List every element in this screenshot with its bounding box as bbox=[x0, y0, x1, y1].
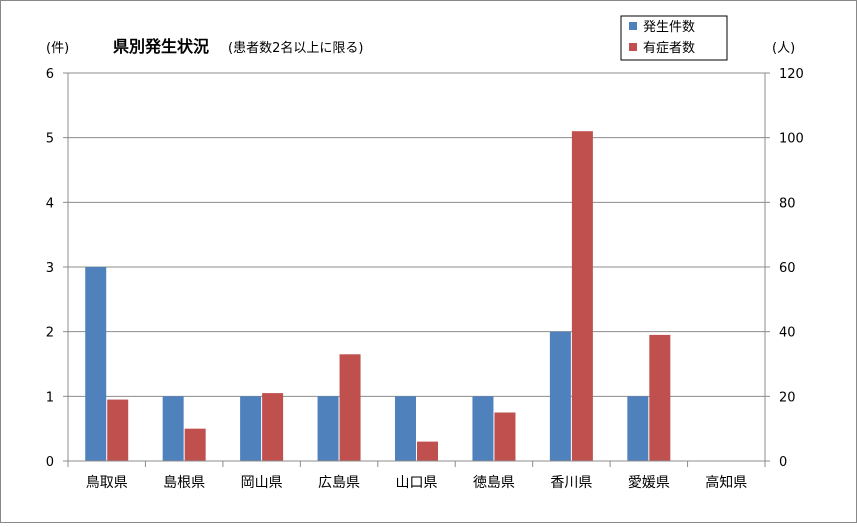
left-tick-label: 0 bbox=[46, 455, 54, 470]
bar-cases bbox=[85, 267, 107, 461]
chart-title: 県別発生状況 bbox=[113, 37, 209, 56]
legend-label-1: 有症者数 bbox=[643, 41, 695, 56]
x-tick-label: 鳥取県 bbox=[86, 475, 128, 491]
right-tick-label: 20 bbox=[779, 390, 796, 405]
x-tick-label: 島根県 bbox=[163, 475, 205, 491]
bars bbox=[85, 131, 671, 461]
right-axis-unit-label: (人) bbox=[772, 41, 795, 56]
bar-patients bbox=[107, 399, 129, 461]
bar-patients bbox=[262, 393, 284, 461]
bar-cases bbox=[395, 396, 416, 461]
x-tick-label: 香川県 bbox=[550, 475, 592, 491]
legend-box bbox=[620, 15, 728, 61]
bar-cases bbox=[549, 331, 571, 461]
chart-subtitle: (患者数2名以上に限る) bbox=[228, 40, 363, 56]
legend-swatch-0 bbox=[629, 22, 637, 30]
left-tick-label: 4 bbox=[46, 196, 54, 211]
x-tick-label: 山口県 bbox=[396, 475, 438, 491]
x-tick-label: 愛媛県 bbox=[628, 475, 670, 491]
left-tick-label: 2 bbox=[46, 326, 54, 341]
left-tick-label: 1 bbox=[46, 390, 54, 405]
right-tick-label: 40 bbox=[779, 326, 796, 341]
bar-patients bbox=[184, 428, 206, 461]
legend-label-0: 発生件数 bbox=[643, 20, 695, 35]
gridlines bbox=[68, 72, 765, 397]
bar-cases bbox=[240, 396, 262, 461]
bar-patients bbox=[417, 441, 438, 461]
bar-patients bbox=[571, 131, 593, 461]
legend-swatch-1 bbox=[629, 43, 637, 51]
bar-cases bbox=[472, 396, 494, 461]
left-tick-label: 6 bbox=[46, 67, 54, 82]
left-tick-label: 5 bbox=[46, 132, 54, 147]
x-tick-label: 岡山県 bbox=[241, 475, 283, 491]
legend: 発生件数 有症者数 bbox=[620, 15, 728, 61]
x-tick-label: 広島県 bbox=[318, 475, 360, 491]
right-tick-label: 80 bbox=[779, 196, 796, 211]
bar-cases bbox=[627, 396, 649, 461]
bar-patients bbox=[339, 354, 361, 461]
left-axis-unit-label: (件) bbox=[46, 41, 69, 56]
bar-cases bbox=[317, 396, 339, 461]
bar-patients bbox=[649, 334, 671, 461]
left-tick-label: 3 bbox=[46, 261, 54, 276]
x-tick-label: 徳島県 bbox=[473, 475, 515, 491]
axes bbox=[63, 72, 770, 467]
x-tick-label: 高知県 bbox=[705, 474, 747, 491]
right-tick-label: 60 bbox=[779, 261, 796, 276]
bar-cases bbox=[162, 396, 184, 461]
right-tick-label: 100 bbox=[779, 132, 804, 147]
right-tick-label: 0 bbox=[779, 455, 787, 470]
bar-patients bbox=[494, 412, 516, 461]
right-tick-label: 120 bbox=[779, 67, 804, 82]
